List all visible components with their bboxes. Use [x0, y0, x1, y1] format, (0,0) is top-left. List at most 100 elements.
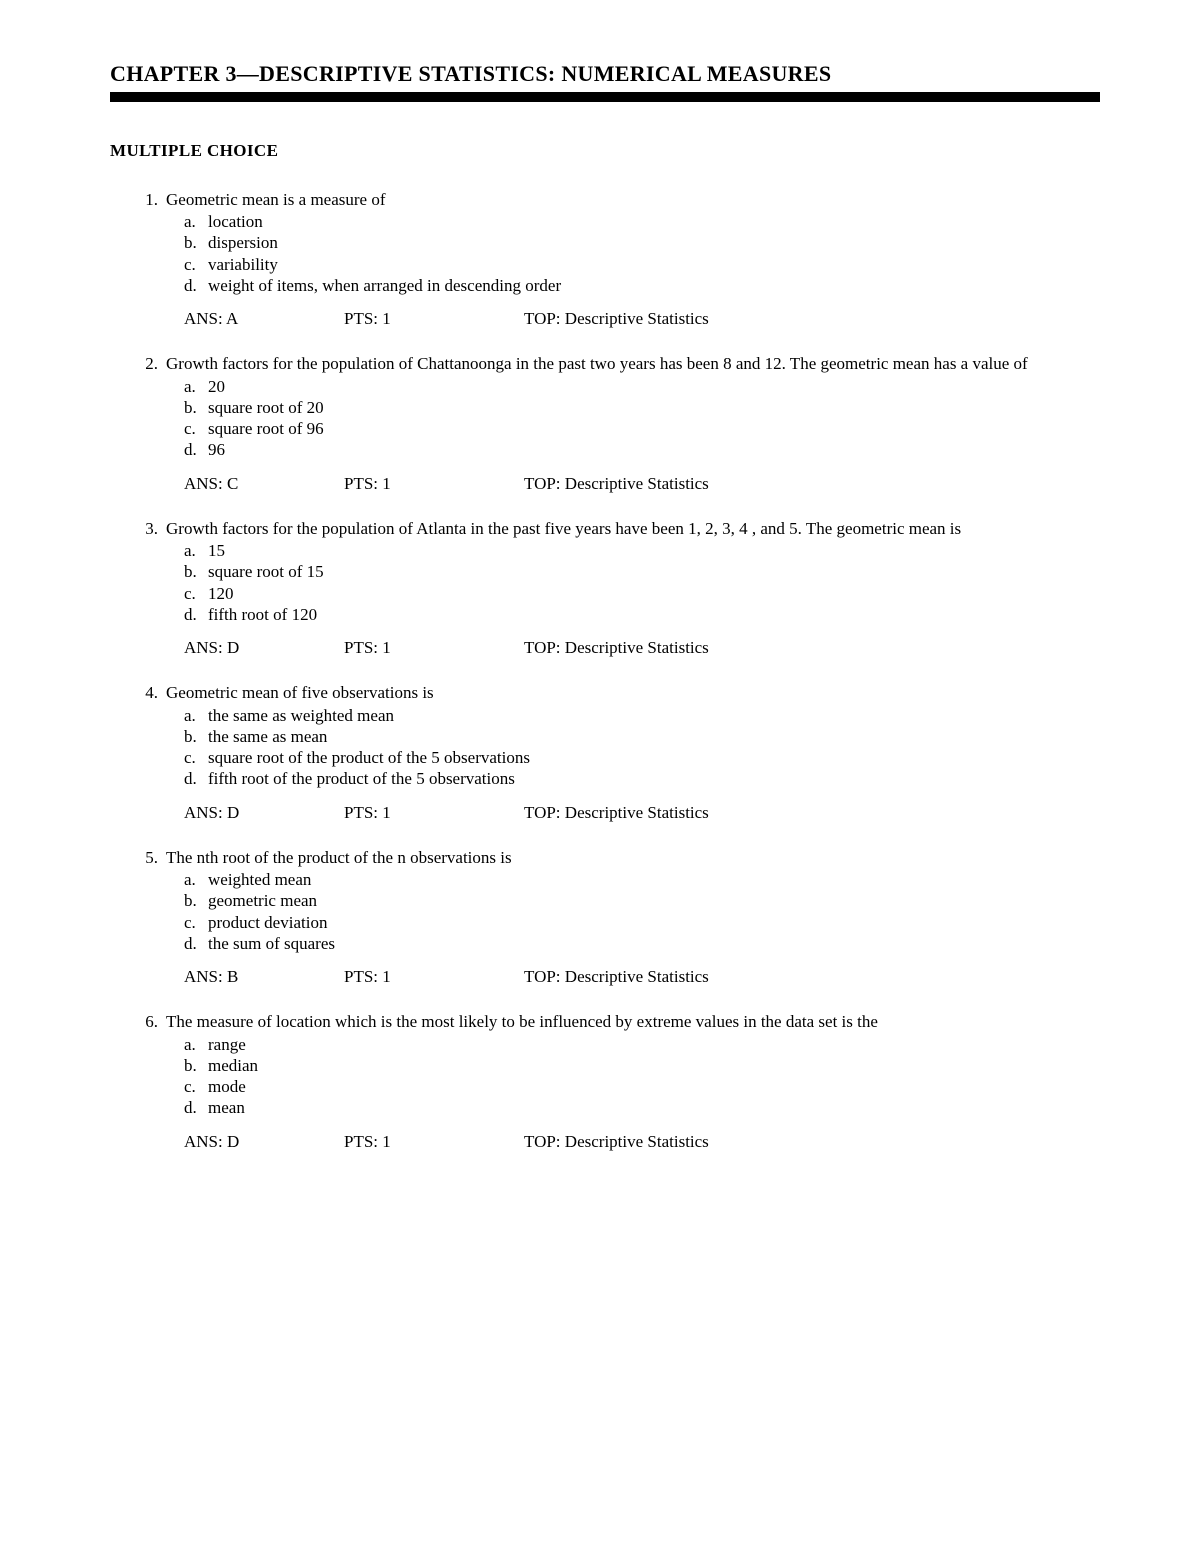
- answer-value: ANS: A: [184, 308, 344, 329]
- ans-label: ANS:: [184, 309, 223, 328]
- pts-value: 1: [382, 638, 391, 657]
- question-body: Growth factors for the population of Atl…: [166, 518, 1100, 659]
- option-text: square root of the product of the 5 obse…: [208, 747, 1100, 768]
- questions-container: 1.Geometric mean is a measure ofa.locati…: [110, 189, 1100, 1152]
- points-value: PTS: 1: [344, 966, 524, 987]
- chapter-title: CHAPTER 3—DESCRIPTIVE STATISTICS: NUMERI…: [110, 60, 1100, 88]
- option-row: d.weight of items, when arranged in desc…: [166, 275, 1100, 296]
- answer-meta-row: ANS: DPTS: 1TOP: Descriptive Statistics: [166, 802, 1100, 823]
- question-block: 1.Geometric mean is a measure ofa.locati…: [110, 189, 1100, 330]
- option-text: the sum of squares: [208, 933, 1100, 954]
- option-text: square root of 15: [208, 561, 1100, 582]
- question-row: 3.Growth factors for the population of A…: [140, 518, 1100, 659]
- answer-meta-row: ANS: DPTS: 1TOP: Descriptive Statistics: [166, 1131, 1100, 1152]
- option-text: square root of 20: [208, 397, 1100, 418]
- option-text: 20: [208, 376, 1100, 397]
- option-text: product deviation: [208, 912, 1100, 933]
- ans-value: A: [226, 309, 238, 328]
- ans-label: ANS:: [184, 474, 223, 493]
- question-number: 5.: [140, 847, 166, 988]
- option-text: 120: [208, 583, 1100, 604]
- question-body: Growth factors for the population of Cha…: [166, 353, 1100, 494]
- points-value: PTS: 1: [344, 637, 524, 658]
- option-text: 15: [208, 540, 1100, 561]
- option-letter: a.: [184, 869, 208, 890]
- answer-value: ANS: D: [184, 1131, 344, 1152]
- option-text: geometric mean: [208, 890, 1100, 911]
- question-body: The measure of location which is the mos…: [166, 1011, 1100, 1152]
- option-text: fifth root of 120: [208, 604, 1100, 625]
- question-body: Geometric mean is a measure ofa.location…: [166, 189, 1100, 330]
- question-block: 6.The measure of location which is the m…: [110, 1011, 1100, 1152]
- top-label: TOP:: [524, 474, 561, 493]
- answer-meta-row: ANS: CPTS: 1TOP: Descriptive Statistics: [166, 473, 1100, 494]
- topic-value: TOP: Descriptive Statistics: [524, 637, 1100, 658]
- option-letter: c.: [184, 747, 208, 768]
- section-heading: MULTIPLE CHOICE: [110, 140, 1100, 161]
- ans-value: D: [227, 803, 239, 822]
- option-text: square root of 96: [208, 418, 1100, 439]
- question-stem: Geometric mean is a measure of: [166, 189, 1100, 210]
- option-letter: b.: [184, 890, 208, 911]
- ans-value: D: [227, 1132, 239, 1151]
- question-block: 4.Geometric mean of five observations is…: [110, 682, 1100, 823]
- option-row: d.fifth root of the product of the 5 obs…: [166, 768, 1100, 789]
- option-text: the same as weighted mean: [208, 705, 1100, 726]
- answer-meta-row: ANS: DPTS: 1TOP: Descriptive Statistics: [166, 637, 1100, 658]
- question-row: 6.The measure of location which is the m…: [140, 1011, 1100, 1152]
- pts-label: PTS:: [344, 803, 378, 822]
- top-value: Descriptive Statistics: [565, 638, 709, 657]
- option-letter: d.: [184, 768, 208, 789]
- question-stem: Growth factors for the population of Cha…: [166, 353, 1100, 374]
- ans-value: B: [227, 967, 238, 986]
- question-stem: Geometric mean of five observations is: [166, 682, 1100, 703]
- question-block: 2.Growth factors for the population of C…: [110, 353, 1100, 494]
- top-value: Descriptive Statistics: [565, 803, 709, 822]
- pts-value: 1: [382, 474, 391, 493]
- option-letter: c.: [184, 418, 208, 439]
- option-text: range: [208, 1034, 1100, 1055]
- question-stem: The nth root of the product of the n obs…: [166, 847, 1100, 868]
- question-number: 2.: [140, 353, 166, 494]
- question-number: 1.: [140, 189, 166, 330]
- option-letter: a.: [184, 211, 208, 232]
- option-letter: b.: [184, 726, 208, 747]
- question-row: 1.Geometric mean is a measure ofa.locati…: [140, 189, 1100, 330]
- option-row: a.the same as weighted mean: [166, 705, 1100, 726]
- question-body: The nth root of the product of the n obs…: [166, 847, 1100, 988]
- top-label: TOP:: [524, 1132, 561, 1151]
- option-row: b.dispersion: [166, 232, 1100, 253]
- answer-meta-row: ANS: BPTS: 1TOP: Descriptive Statistics: [166, 966, 1100, 987]
- ans-label: ANS:: [184, 803, 223, 822]
- top-label: TOP:: [524, 638, 561, 657]
- top-value: Descriptive Statistics: [565, 474, 709, 493]
- top-value: Descriptive Statistics: [565, 309, 709, 328]
- top-label: TOP:: [524, 309, 561, 328]
- ans-value: D: [227, 638, 239, 657]
- option-row: b.the same as mean: [166, 726, 1100, 747]
- option-text: dispersion: [208, 232, 1100, 253]
- ans-label: ANS:: [184, 967, 223, 986]
- option-letter: c.: [184, 1076, 208, 1097]
- answer-value: ANS: D: [184, 637, 344, 658]
- points-value: PTS: 1: [344, 1131, 524, 1152]
- option-letter: d.: [184, 439, 208, 460]
- question-number: 4.: [140, 682, 166, 823]
- question-stem: The measure of location which is the mos…: [166, 1011, 1100, 1032]
- topic-value: TOP: Descriptive Statistics: [524, 473, 1100, 494]
- option-row: c.product deviation: [166, 912, 1100, 933]
- pts-value: 1: [382, 967, 391, 986]
- option-row: a.15: [166, 540, 1100, 561]
- topic-value: TOP: Descriptive Statistics: [524, 308, 1100, 329]
- option-letter: d.: [184, 933, 208, 954]
- option-row: c.square root of 96: [166, 418, 1100, 439]
- question-body: Geometric mean of five observations isa.…: [166, 682, 1100, 823]
- top-value: Descriptive Statistics: [565, 1132, 709, 1151]
- points-value: PTS: 1: [344, 473, 524, 494]
- option-text: weighted mean: [208, 869, 1100, 890]
- top-label: TOP:: [524, 967, 561, 986]
- option-row: c.square root of the product of the 5 ob…: [166, 747, 1100, 768]
- option-letter: c.: [184, 583, 208, 604]
- option-text: the same as mean: [208, 726, 1100, 747]
- option-letter: b.: [184, 397, 208, 418]
